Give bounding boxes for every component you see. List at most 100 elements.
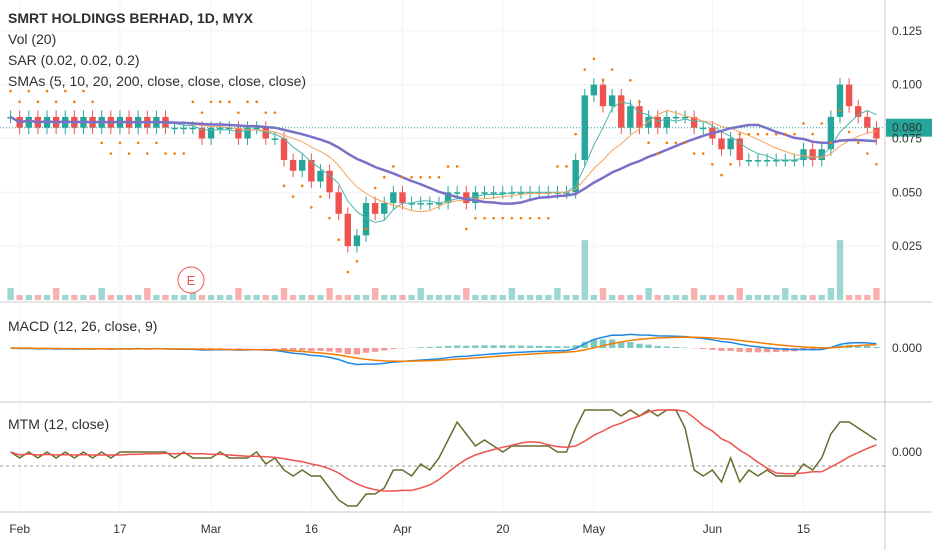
sar-dot [592, 57, 596, 61]
earnings-marker [177, 266, 205, 294]
mtm-legend: MTM (12, close) [8, 414, 109, 435]
volume-bar [782, 288, 789, 300]
time-tick-label: Feb [9, 522, 30, 536]
mtm-line [10, 409, 877, 507]
volume-bar [71, 295, 78, 300]
macd-legend-label[interactable]: MACD (12, 26, close, 9) [8, 318, 158, 334]
time-tick-label: Jun [703, 522, 722, 536]
candle [235, 127, 242, 139]
symbol-title[interactable]: SMRT HOLDINGS BERHAD, 1D, MYX [8, 10, 254, 26]
volume-bar [526, 295, 534, 300]
vol-legend[interactable]: Vol (20) [8, 31, 57, 47]
sar-dot [63, 89, 67, 93]
sar-dot [665, 141, 669, 145]
sar-dot [419, 175, 423, 179]
candle [517, 192, 525, 194]
candle [453, 192, 461, 194]
volume-bar [754, 295, 762, 300]
macd-histogram-bar [536, 345, 543, 348]
candle [390, 192, 397, 204]
sar-dot [100, 141, 104, 145]
volume-bar [481, 295, 488, 300]
volume-bar [198, 295, 206, 300]
candle [745, 160, 753, 162]
signal-line [10, 336, 877, 362]
candle [672, 116, 680, 119]
sar-dot [173, 152, 176, 155]
macd-histogram-bar [198, 348, 206, 349]
candle [308, 160, 315, 182]
candle [189, 127, 197, 130]
macd-histogram-bar [335, 348, 342, 353]
volume-bar [244, 295, 251, 300]
volume-bar [700, 295, 707, 300]
macd-pane[interactable] [10, 333, 880, 366]
candle [818, 149, 825, 160]
macd-histogram-bar [280, 348, 288, 350]
volume-bar [180, 295, 187, 300]
sar-dot [328, 216, 331, 220]
sar-dot [373, 186, 377, 190]
volume-bar [444, 295, 452, 300]
price-tick-label: 0.125 [892, 24, 922, 38]
volume-bar [845, 295, 853, 300]
sar-dot [565, 165, 568, 168]
mtm-legend-label[interactable]: MTM (12, close) [8, 416, 110, 432]
sar-dot [255, 100, 258, 104]
sar-dot [619, 100, 623, 104]
sar-dot [501, 216, 505, 220]
volume-bar [426, 295, 434, 300]
sar-dot [27, 89, 31, 93]
sar-dot [610, 68, 614, 71]
sar-dot [601, 79, 605, 82]
volume-bar [399, 295, 406, 300]
candle [599, 84, 607, 107]
candle [435, 203, 443, 205]
volume-bar [627, 295, 634, 300]
volume-bar [52, 288, 60, 300]
smas-legend[interactable]: SMAs (5, 10, 20, 200, close, close, clos… [8, 73, 307, 89]
sar-dot [364, 227, 368, 231]
volume-bar [827, 288, 835, 300]
sar-dot [875, 163, 878, 166]
price-pane[interactable]: 0.080 E [0, 57, 932, 300]
volume-bar [499, 295, 506, 300]
volume-bar [435, 295, 443, 300]
volume-bar [144, 288, 151, 300]
mtm-pane[interactable] [0, 409, 885, 507]
mtm-signal-line [10, 409, 877, 492]
candle [700, 127, 707, 130]
volume-bar [745, 295, 753, 300]
macd-histogram-bar [207, 348, 215, 349]
sar-dot [228, 100, 231, 104]
volume-bar [581, 240, 588, 300]
sar-dot [18, 100, 21, 104]
sar-dot [73, 100, 76, 104]
candle [381, 203, 388, 214]
volume-bar [62, 295, 69, 300]
volume-bar [563, 295, 570, 300]
volume-bar [572, 295, 579, 300]
sar-dot [547, 216, 550, 220]
candle [855, 106, 862, 117]
sar-dot [319, 195, 322, 198]
sar-dot [829, 141, 833, 145]
macd-histogram-bar [727, 348, 734, 351]
volume-bar [317, 295, 324, 300]
sar-dot [155, 141, 158, 145]
time-tick-label: 17 [113, 522, 127, 536]
candle [800, 149, 807, 160]
sar-dot [191, 100, 195, 104]
macd-histogram-bar [718, 348, 725, 351]
sar-legend[interactable]: SAR (0.02, 0.02, 0.2) [8, 52, 140, 68]
macd-histogram-bar [444, 345, 452, 348]
volume-bar [791, 295, 798, 300]
price-legend: SMRT HOLDINGS BERHAD, 1D, MYX Vol (20) S… [8, 8, 306, 92]
candle [326, 170, 333, 193]
sar-dot [656, 152, 659, 155]
macd-histogram-bar [435, 346, 443, 348]
candle [508, 192, 516, 194]
macd-histogram-bar [627, 342, 634, 348]
volume-bar [116, 295, 124, 300]
